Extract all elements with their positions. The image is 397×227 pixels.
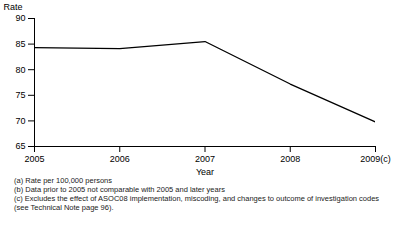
svg-text:2007: 2007	[195, 154, 215, 164]
html-text:(b) Data prior to 2005 not com: (b) Data prior to 2005 not comparable wi…	[14, 185, 225, 194]
svg-text:90: 90	[15, 13, 25, 23]
svg-text:2009(c): 2009(c)	[360, 154, 391, 164]
html-text:(c) Excludes the effect of ASO: (c) Excludes the effect of ASOC08 implem…	[14, 194, 380, 212]
svg-text:2008: 2008	[280, 154, 300, 164]
svg-text:75: 75	[15, 90, 25, 100]
svg-text:85: 85	[15, 39, 25, 49]
svg-text:65: 65	[15, 141, 25, 151]
svg-text:Year: Year	[196, 167, 214, 177]
html-text:(a) Rate per 100,000 persons: (a) Rate per 100,000 persons	[14, 176, 112, 185]
svg-text:2006: 2006	[110, 154, 130, 164]
svg-text:70: 70	[15, 116, 25, 126]
svg-text:80: 80	[15, 65, 25, 75]
svg-text:Rate: Rate	[4, 2, 23, 12]
svg-text:2005: 2005	[24, 154, 44, 164]
